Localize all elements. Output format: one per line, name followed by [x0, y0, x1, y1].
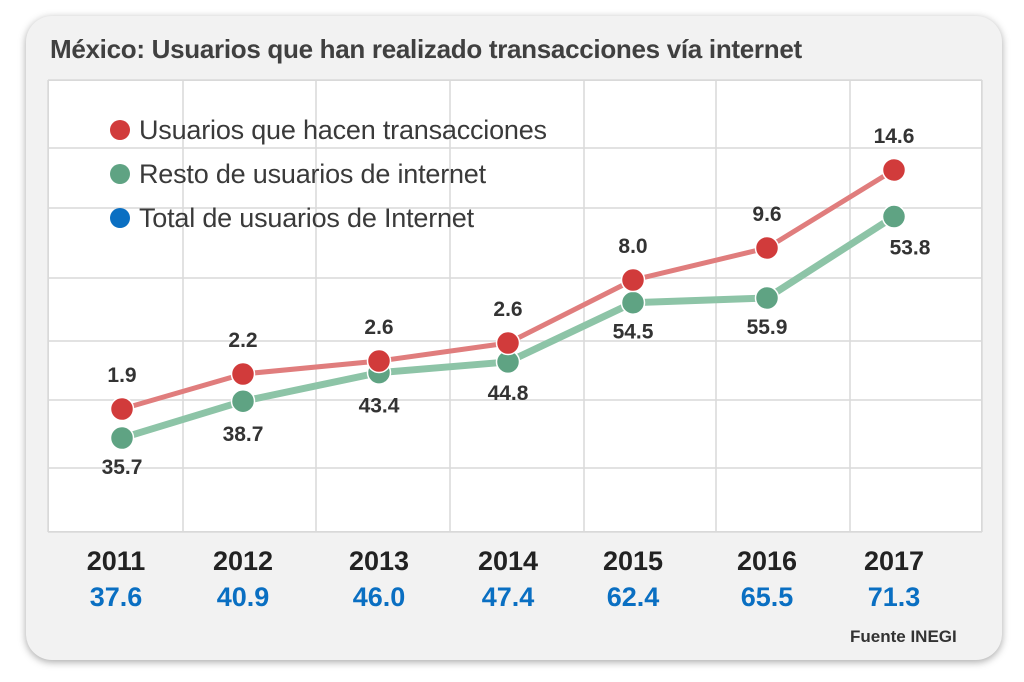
x-tick-label: 2014 — [478, 546, 538, 576]
total-label: 47.4 — [482, 582, 535, 612]
data-label-transacciones: 1.9 — [107, 364, 136, 387]
data-label-transacciones: 14.6 — [874, 125, 915, 148]
source-note: Fuente INEGI — [850, 627, 957, 646]
data-label-transacciones: 2.2 — [228, 329, 257, 352]
x-tick-label: 2015 — [603, 546, 663, 576]
data-label-transacciones: 8.0 — [618, 235, 647, 258]
data-point-transacciones — [230, 361, 256, 387]
data-point-transacciones — [620, 267, 646, 293]
data-label-resto: 55.9 — [747, 316, 788, 339]
data-label-resto: 44.8 — [488, 382, 529, 405]
legend-marker-total — [110, 208, 130, 228]
data-point-resto — [620, 290, 646, 315]
data-point-transacciones — [754, 235, 780, 261]
data-label-resto: 38.7 — [223, 423, 264, 446]
legend-marker-transacciones — [110, 120, 130, 140]
data-point-transacciones — [366, 348, 392, 374]
data-label-transacciones: 9.6 — [752, 203, 781, 226]
x-tick-label: 2013 — [349, 546, 409, 576]
data-label-transacciones: 2.6 — [364, 316, 393, 339]
data-point-transacciones — [881, 157, 907, 183]
total-label: 40.9 — [217, 582, 270, 612]
data-label-transacciones: 2.6 — [493, 298, 522, 321]
total-label: 65.5 — [741, 582, 794, 612]
legend-item-resto: Resto de usuarios de internet — [110, 152, 547, 196]
legend-marker-resto — [110, 164, 130, 184]
chart-title: México: Usuarios que han realizado trans… — [50, 34, 802, 64]
data-point-resto — [754, 285, 780, 311]
x-tick-label: 2017 — [864, 546, 924, 576]
total-label: 62.4 — [607, 582, 660, 612]
data-label-resto: 53.8 — [890, 237, 931, 260]
data-label-resto: 43.4 — [359, 395, 400, 418]
legend-item-total: Total de usuarios de Internet — [110, 196, 547, 240]
legend-label-resto: Resto de usuarios de internet — [139, 158, 486, 189]
total-label: 37.6 — [90, 582, 143, 612]
data-label-resto: 35.7 — [102, 456, 143, 479]
data-label-resto: 54.5 — [613, 321, 654, 344]
x-tick-label: 2012 — [213, 546, 273, 576]
legend-label-total: Total de usuarios de Internet — [139, 202, 474, 233]
data-point-resto — [109, 425, 135, 451]
data-point-transacciones — [109, 396, 135, 422]
plot-area — [48, 80, 982, 532]
total-label: 46.0 — [353, 582, 406, 612]
x-tick-label: 2011 — [87, 546, 146, 576]
legend: Usuarios que hacen transacciones Resto d… — [110, 108, 547, 240]
data-point-resto — [881, 204, 907, 229]
x-tick-label: 2016 — [737, 546, 797, 576]
total-label: 71.3 — [868, 582, 921, 612]
legend-item-transacciones: Usuarios que hacen transacciones — [110, 108, 547, 152]
legend-label-transacciones: Usuarios que hacen transacciones — [139, 114, 547, 145]
data-point-resto — [230, 388, 256, 414]
data-point-transacciones — [495, 330, 521, 356]
